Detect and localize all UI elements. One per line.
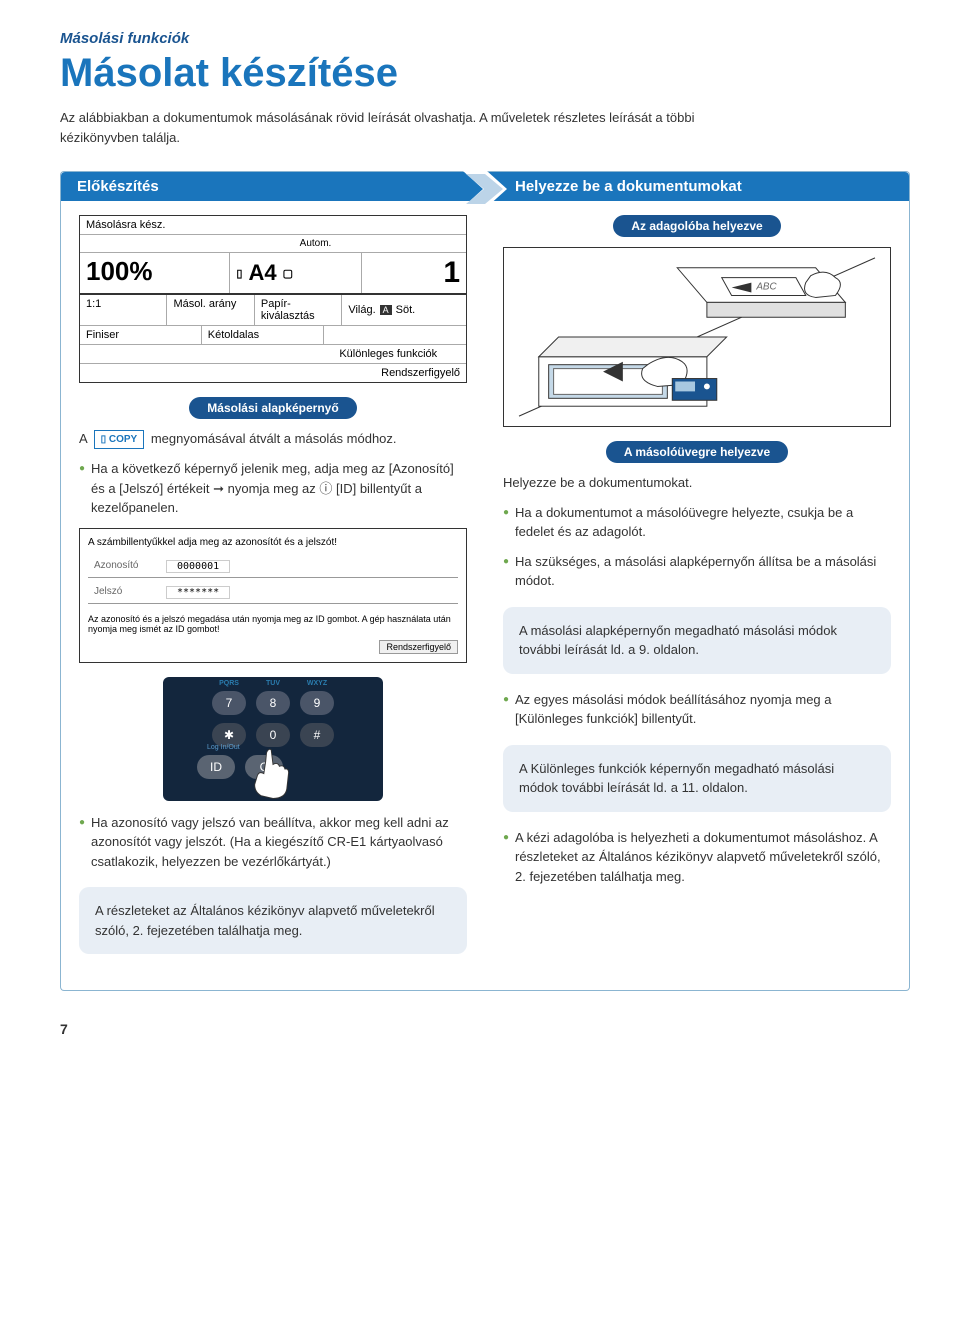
id-note: Az azonosító és a jelszó megadása után n… [88, 614, 458, 634]
left-bullet-2: Ha azonosító vagy jelszó van beállítva, … [79, 813, 467, 872]
page-number: 7 [60, 1021, 910, 1037]
right-bullet-3: Az egyes másolási módok beállításához ny… [503, 690, 891, 729]
arrow-divider-icon [463, 171, 507, 207]
feeder-diagram: ABC [503, 247, 891, 427]
left-sub-badge: Másolási alapképernyő [189, 397, 356, 419]
key-hash[interactable]: # [300, 723, 334, 747]
screen-paper: A4 [248, 260, 276, 286]
screen-finiser[interactable]: Finiser [80, 326, 202, 344]
screen-ketoldalas[interactable]: Kétoldalas [202, 326, 324, 344]
screen-vilag[interactable]: Világ. [348, 304, 375, 316]
right-bullet-2: Ha szükséges, a másolási alapképernyőn á… [503, 552, 891, 591]
id-instruction: A számbillentyűkkel adja meg az azonosít… [88, 537, 458, 548]
screen-kulonleges[interactable]: Különleges funkciók [333, 345, 466, 363]
right-section-header: Helyezze be a dokumentumokat [485, 172, 909, 201]
place-doc-text: Helyezze be a dokumentumokat. [503, 473, 891, 493]
screen-autom: Autom. [209, 235, 338, 252]
screen-papir[interactable]: Papír-kiválasztás [255, 295, 342, 325]
press-copy-text: A ▯ COPY megnyomásával átvált a másolás … [79, 429, 467, 449]
right-badge-top: Az adagolóba helyezve [613, 215, 780, 237]
id-jelszo-value[interactable]: ******* [166, 586, 230, 599]
id-azon-label: Azonosító [94, 560, 154, 573]
two-column-layout: Előkészítés Másolásra kész. Autom. 100% … [60, 171, 910, 991]
hand-icon [238, 748, 308, 803]
id-rendszer-btn[interactable]: Rendszerfigyelő [379, 640, 458, 654]
screen-percent: 100% [80, 253, 230, 293]
left-infobox: A részleteket az Általános kézikönyv ala… [79, 887, 467, 954]
copier-main-screen: Másolásra kész. Autom. 100% ▯ A4 ▢ 1 [79, 215, 467, 383]
screen-a-label: A [380, 305, 392, 315]
key-9[interactable]: WXYZ9 [300, 691, 334, 715]
category-label: Másolási funkciók [60, 30, 910, 47]
screen-status: Másolásra kész. [80, 216, 466, 234]
right-bullet-4: A kézi adagolóba is helyezheti a dokumen… [503, 828, 891, 887]
screen-rendszer[interactable]: Rendszerfigyelő [333, 364, 466, 382]
right-badge-mid: A másolóüvegre helyezve [606, 441, 788, 463]
svg-text:ABC: ABC [755, 282, 777, 293]
right-infobox-2: A Különleges funkciók képernyőn megadhat… [503, 745, 891, 812]
screen-sot[interactable]: Söt. [396, 304, 416, 316]
key-id[interactable]: ID [197, 755, 235, 779]
copy-button-icon: ▯ COPY [94, 430, 145, 449]
key-8[interactable]: TUV8 [256, 691, 290, 715]
id-jelszo-label: Jelszó [94, 586, 154, 599]
id-entry-screen: A számbillentyűkkel adja meg az azonosít… [79, 528, 467, 663]
screen-copies: 1 [362, 253, 466, 293]
intro-paragraph: Az alábbiakban a dokumentumok másolásána… [60, 108, 760, 147]
left-column: Előkészítés Másolásra kész. Autom. 100% … [60, 171, 485, 991]
right-bullet-1: Ha a dokumentumot a másolóüvegre helyezt… [503, 503, 891, 542]
page-title: Másolat készítése [60, 51, 910, 96]
id-azon-value[interactable]: 0000001 [166, 560, 230, 573]
keypad-illustration: PQRS7 TUV8 WXYZ9 ✱ 0 # Log In/Out ID C [163, 677, 383, 801]
left-section-header: Előkészítés [61, 172, 485, 201]
right-column: Helyezze be a dokumentumokat Az adagolób… [485, 171, 910, 991]
key-7[interactable]: PQRS7 [212, 691, 246, 715]
login-label: Log In/Out [207, 744, 240, 751]
screen-ratio[interactable]: 1:1 [80, 295, 167, 325]
key-0[interactable]: 0 [256, 723, 290, 747]
screen-masol-arany[interactable]: Másol. arány [167, 295, 254, 325]
right-infobox-1: A másolási alapképernyőn megadható másol… [503, 607, 891, 674]
left-bullet-1: Ha a következő képernyő jelenik meg, adj… [79, 459, 467, 518]
